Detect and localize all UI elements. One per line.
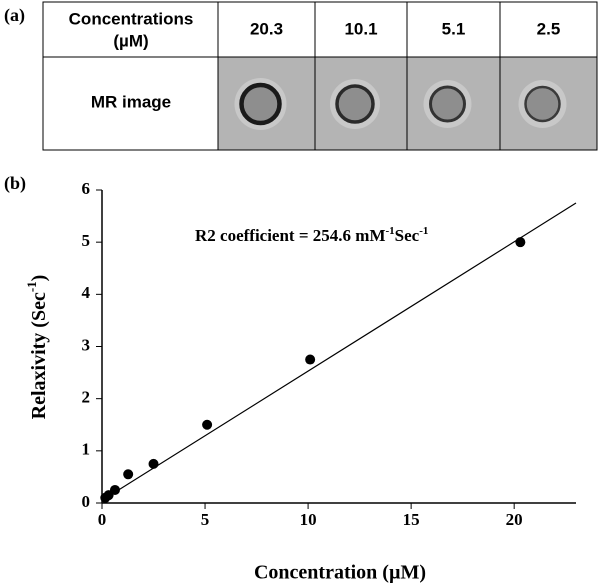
columns: 20.3 10.1 5.1 2.5 <box>43 2 597 150</box>
table-border <box>42 1 598 151</box>
x-tick-label: 15 <box>403 510 420 529</box>
y-tick-label: 2 <box>82 388 91 407</box>
point <box>305 354 316 365</box>
point <box>109 484 120 495</box>
y-tick-label: 6 <box>82 179 91 198</box>
y-tick-label: 1 <box>82 440 91 459</box>
x-tick-label: 5 <box>201 510 210 529</box>
x-tick-label: 20 <box>506 510 523 529</box>
annotation-text: R2 coefficient = 254.6 mM <box>195 226 386 245</box>
row-label: MR image <box>91 92 171 111</box>
y-tick-label: 5 <box>82 231 91 250</box>
point <box>202 419 213 430</box>
point <box>123 469 134 480</box>
annotation: R2 coefficient = 254.6 mM-1Sec-1 <box>195 225 428 245</box>
y-label-text: Relaxivity (Sec <box>28 292 50 419</box>
header-label: (µM) <box>113 31 148 50</box>
y-tick-label: 3 <box>82 335 91 354</box>
y-label-sup: -1 <box>24 281 39 292</box>
x-tick-label: 10 <box>300 510 317 529</box>
x-tick-label: 0 <box>98 510 107 529</box>
header-label: Concentrations <box>69 9 194 28</box>
plot: 0 5 10 15 20 0 1 2 3 4 5 6 <box>82 179 577 529</box>
fit-line <box>101 202 577 501</box>
annotation-sup: -1 <box>419 225 428 237</box>
point <box>515 237 526 248</box>
column-header: 10.1 <box>344 19 377 38</box>
panel-label: (a) <box>4 5 25 26</box>
mr-sample <box>524 85 561 123</box>
mr-sample <box>239 82 282 126</box>
column-header: 5.1 <box>442 19 466 38</box>
annotation-text: Sec <box>395 226 420 245</box>
y-tick-label: 4 <box>82 283 91 302</box>
column-header: 20.3 <box>250 19 283 38</box>
y-label-text: ) <box>28 275 50 282</box>
panel-label: (b) <box>4 173 26 194</box>
annotation-sup: -1 <box>386 225 395 237</box>
mr-sample <box>429 85 466 123</box>
mr-sample <box>335 84 375 124</box>
column-header: 2.5 <box>537 19 561 38</box>
y-axis-label: Relaxivity (Sec-1) <box>24 275 50 420</box>
x-axis-label: Concentration (µM) <box>254 562 426 584</box>
y-tick-label: 0 <box>82 492 91 511</box>
